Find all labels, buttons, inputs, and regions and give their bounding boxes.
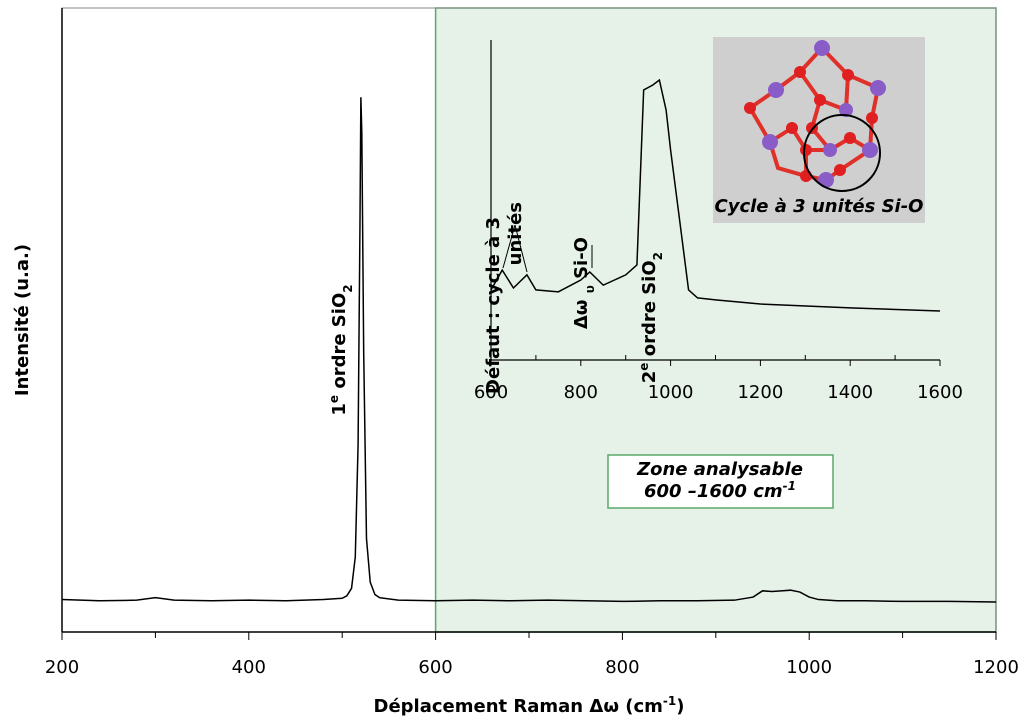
annotation-pointer (502, 224, 528, 273)
x-tick-label: 400 (232, 657, 266, 678)
text-part: 2 (639, 371, 660, 384)
x-tick-label: 1200 (973, 657, 1019, 678)
x-tick-label: 1000 (786, 657, 832, 678)
image-caption: Cycle à 3 unités Si-O (715, 196, 924, 217)
inset-annotation: Défaut : cycle à 3 (483, 217, 504, 394)
si-atoms (762, 40, 886, 188)
inset-x-tick-label: 800 (564, 382, 598, 403)
molecule-image (713, 37, 925, 223)
text-part: ordre SiO (329, 293, 350, 395)
text-part: e (327, 395, 341, 403)
text-part: 1 (329, 403, 350, 416)
text-part: Δω (571, 293, 592, 329)
inset-annotation: 2e ordre SiO2 (637, 252, 665, 383)
inset-x-tick-label: 600 (474, 382, 508, 403)
text-part: 600 –1600 cm (644, 481, 783, 502)
zone-label: Zone analysable (636, 459, 803, 480)
text-part: 2 (651, 252, 665, 260)
spectrum-line (61, 97, 997, 603)
y-axis-label: Intensité (u.a.) (12, 244, 33, 396)
highlight-ring (803, 114, 881, 192)
inset-x-tick-label: 1000 (648, 382, 694, 403)
x-tick-label: 600 (418, 657, 452, 678)
text-part: Zone analysable (636, 459, 803, 480)
x-tick-label: 800 (605, 657, 639, 678)
text-part: -1 (663, 694, 676, 708)
text-part: -1 (783, 479, 796, 493)
text-part: Défaut : cycle à 3 (483, 217, 504, 394)
text-part: υ (583, 285, 597, 293)
inset-spectrum-line (490, 78, 941, 312)
text-part: e (637, 363, 651, 371)
zone-label: 600 –1600 cm-1 (644, 479, 796, 502)
text-part: 2 (341, 284, 355, 292)
text-part: ordre SiO (639, 260, 660, 362)
zone-label-box (607, 454, 834, 509)
inset-x-tick-label: 1400 (827, 382, 873, 403)
text-part: Si-O (571, 237, 592, 285)
inset-x-tick-label: 1200 (737, 382, 783, 403)
text-part: ) (676, 696, 684, 717)
inset-x-tick-label: 1600 (917, 382, 963, 403)
image-frame (713, 37, 925, 223)
inset-annotation: Δω υ Si-O (571, 237, 597, 329)
text-part: Déplacement Raman Δω (cm (374, 696, 663, 717)
x-axis-label: Déplacement Raman Δω (cm-1) (374, 694, 685, 717)
peak-annotation: 1e ordre SiO2 (327, 284, 355, 415)
x-tick-label: 200 (45, 657, 79, 678)
